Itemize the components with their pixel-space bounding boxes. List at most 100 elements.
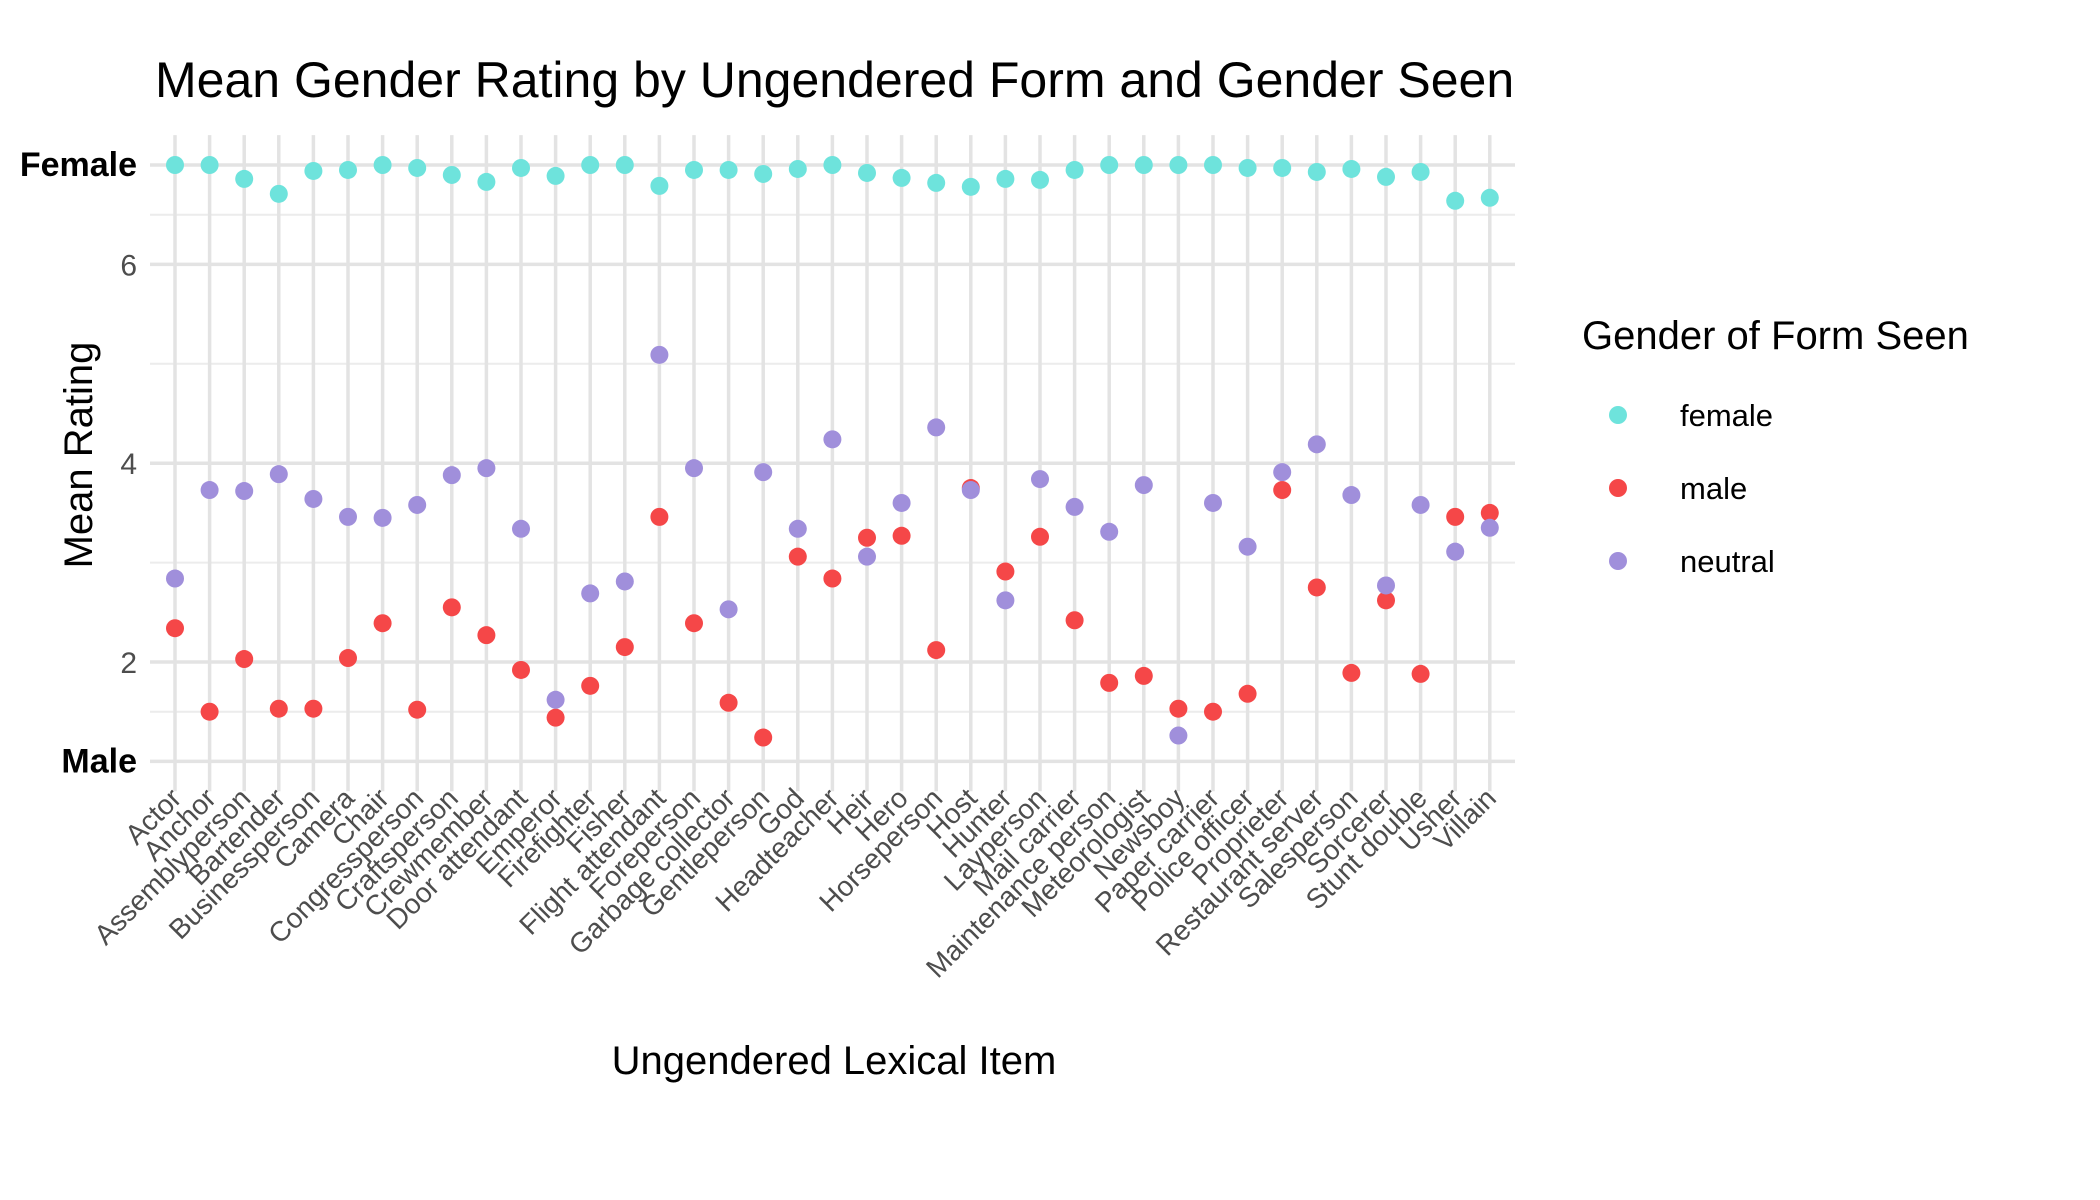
point-female: [892, 168, 911, 187]
point-neutral: [1273, 463, 1292, 482]
point-neutral: [858, 547, 876, 566]
point-neutral: [685, 459, 703, 478]
point-male: [546, 708, 565, 727]
point-male: [823, 569, 842, 588]
point-male: [1204, 702, 1222, 721]
point-female: [1134, 156, 1153, 174]
point-neutral: [1411, 495, 1430, 514]
point-neutral: [1065, 497, 1084, 516]
y-axis-tick-labels: Male 2 4 6 Female: [20, 146, 137, 780]
point-neutral: [235, 482, 254, 501]
point-female: [754, 164, 773, 183]
point-female: [166, 156, 184, 174]
y-tick-label: Male: [61, 742, 137, 780]
x-axis-title: Ungendered Lexical Item: [612, 1039, 1057, 1083]
point-male: [373, 614, 392, 633]
point-female: [685, 160, 703, 179]
point-male: [304, 699, 323, 718]
point-female: [304, 161, 323, 180]
point-male: [477, 626, 496, 645]
point-male: [1031, 527, 1049, 546]
legend-label-male: male: [1680, 471, 1747, 506]
point-female: [823, 156, 842, 174]
point-neutral: [1204, 493, 1222, 512]
point-female: [339, 160, 357, 179]
point-neutral: [615, 572, 634, 591]
point-male: [927, 641, 946, 660]
point-neutral: [719, 600, 738, 619]
point-neutral: [650, 345, 669, 364]
point-male: [1307, 578, 1326, 597]
point-neutral: [339, 507, 357, 526]
point-female: [1480, 188, 1499, 207]
point-female: [235, 169, 254, 188]
point-neutral: [408, 495, 427, 514]
data-points: [166, 156, 1499, 747]
point-female: [1342, 159, 1361, 178]
point-male: [235, 650, 254, 669]
point-neutral: [961, 481, 980, 500]
point-female: [615, 156, 634, 174]
point-female: [408, 158, 427, 177]
point-female: [719, 160, 738, 179]
point-neutral: [304, 489, 323, 508]
point-neutral: [269, 465, 288, 484]
point-neutral: [1238, 537, 1257, 556]
point-female: [546, 166, 565, 185]
point-male: [719, 693, 738, 712]
legend-label-female: female: [1680, 398, 1773, 433]
point-male: [1273, 481, 1292, 500]
point-male: [685, 614, 703, 633]
point-female: [1307, 162, 1326, 181]
point-neutral: [442, 466, 461, 485]
chart-title: Mean Gender Rating by Ungendered Form an…: [155, 52, 1514, 108]
x-axis-tick-labels: ActorAnchorAssemblypersonBartenderBusine…: [88, 782, 1502, 984]
point-male: [1480, 503, 1499, 522]
point-female: [200, 156, 219, 174]
point-neutral: [1031, 470, 1049, 489]
point-female: [1446, 191, 1465, 210]
point-neutral: [512, 519, 530, 538]
point-female: [512, 158, 530, 177]
point-male: [788, 547, 807, 566]
point-male: [1377, 591, 1395, 610]
point-female: [1169, 156, 1188, 174]
point-female: [1411, 162, 1430, 181]
point-male: [650, 507, 669, 526]
point-male: [581, 676, 600, 695]
point-male: [858, 528, 876, 547]
point-neutral: [1100, 522, 1119, 541]
point-male: [1065, 611, 1084, 630]
point-male: [1134, 666, 1153, 685]
point-neutral: [1342, 486, 1361, 505]
y-tick-label: 4: [120, 448, 137, 481]
point-female: [961, 177, 980, 196]
point-male: [512, 660, 530, 679]
point-male: [892, 526, 911, 545]
point-male: [754, 728, 773, 747]
point-neutral: [581, 584, 600, 603]
point-neutral: [1446, 542, 1465, 561]
point-male: [200, 702, 219, 721]
point-neutral: [1169, 726, 1188, 745]
point-male: [1238, 684, 1257, 703]
point-male: [408, 700, 427, 719]
point-female: [1273, 158, 1292, 177]
legend-label-neutral: neutral: [1680, 544, 1775, 579]
y-tick-label: 6: [120, 249, 137, 282]
point-male: [1411, 664, 1430, 683]
legend-key-male: [1609, 479, 1627, 497]
point-female: [650, 176, 669, 195]
y-tick-label: 2: [120, 647, 137, 680]
point-neutral: [788, 519, 807, 538]
point-female: [858, 163, 876, 182]
y-axis-title: Mean Rating: [57, 342, 101, 569]
point-neutral: [754, 463, 773, 482]
point-neutral: [1377, 576, 1395, 595]
point-male: [339, 649, 357, 668]
point-female: [1100, 156, 1119, 174]
point-female: [1031, 170, 1049, 189]
major-gridlines: [150, 135, 1515, 792]
point-female: [788, 159, 807, 178]
